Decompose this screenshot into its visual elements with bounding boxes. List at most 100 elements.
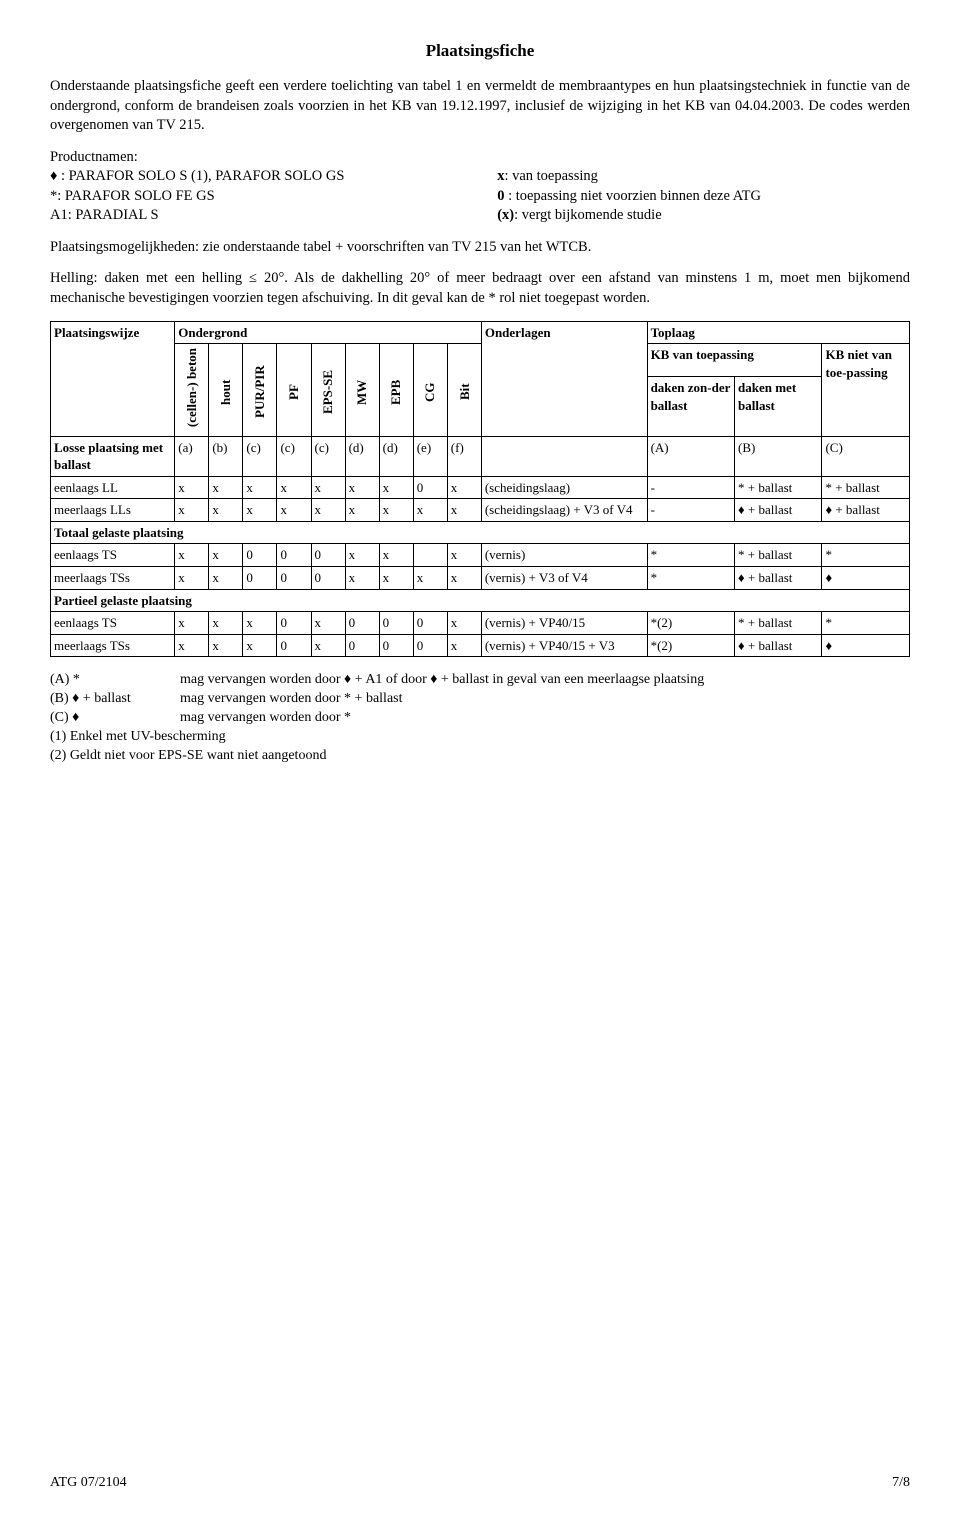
table-cell: x bbox=[175, 634, 209, 657]
footnote-label: (C) ♦ bbox=[50, 709, 180, 728]
table-cell: x bbox=[175, 499, 209, 522]
table-cell: * + ballast bbox=[735, 612, 822, 635]
table-cell: x bbox=[379, 567, 413, 590]
table-cell: 0 bbox=[379, 612, 413, 635]
table-cell: x bbox=[243, 499, 277, 522]
table-cell: x bbox=[277, 476, 311, 499]
table-cell: x bbox=[175, 567, 209, 590]
table-cell: 0 bbox=[345, 634, 379, 657]
table-header-cell: daken zon-der ballast bbox=[647, 377, 734, 436]
footnote-text: mag vervangen worden door * + ballast bbox=[180, 690, 403, 709]
table-cell: x bbox=[345, 499, 379, 522]
legend-0-text: : toepassing niet voorzien binnen deze A… bbox=[504, 188, 761, 204]
table-cell: 0 bbox=[311, 567, 345, 590]
table-cell: meerlaags TSs bbox=[51, 634, 175, 657]
footer-right: 7/8 bbox=[892, 1474, 910, 1493]
table-header-cell: Ondergrond bbox=[175, 321, 482, 344]
table-cell: 0 bbox=[277, 567, 311, 590]
table-cell: * bbox=[822, 544, 910, 567]
table-header-cell: PF bbox=[277, 344, 311, 437]
table-cell: ♦ + ballast bbox=[735, 499, 822, 522]
productnaam-left-1: *: PARAFOR SOLO FE GS bbox=[50, 187, 497, 207]
table-cell: (vernis) + VP40/15 + V3 bbox=[481, 634, 647, 657]
table-cell: 0 bbox=[413, 634, 447, 657]
table-cell: x bbox=[447, 544, 481, 567]
table-cell: 0 bbox=[243, 544, 277, 567]
table-cell: (a) bbox=[175, 436, 209, 476]
table-cell: 0 bbox=[345, 612, 379, 635]
table-cell: x bbox=[311, 476, 345, 499]
table-cell: ♦ + ballast bbox=[822, 499, 910, 522]
table-cell: * + ballast bbox=[822, 476, 910, 499]
table-header-cell: KB niet van toe-passing bbox=[822, 344, 910, 437]
table-cell: x bbox=[345, 476, 379, 499]
table-cell: 0 bbox=[243, 567, 277, 590]
table-cell: (c) bbox=[311, 436, 345, 476]
table-cell: x bbox=[447, 567, 481, 590]
table-cell: x bbox=[379, 544, 413, 567]
table-header-cell: Onderlagen bbox=[481, 321, 647, 436]
table-header-cell: (cellen-) beton bbox=[175, 344, 209, 437]
table-cell: (vernis) bbox=[481, 544, 647, 567]
table-cell: (scheidingslaag) + V3 of V4 bbox=[481, 499, 647, 522]
productnamen-block: Productnamen: ♦ : PARAFOR SOLO S (1), PA… bbox=[50, 148, 910, 226]
table-cell: meerlaags LLs bbox=[51, 499, 175, 522]
table-cell: ♦ bbox=[822, 634, 910, 657]
mogelijkheden-paragraph: Plaatsingsmogelijkheden: zie onderstaand… bbox=[50, 238, 910, 258]
table-cell: ♦ bbox=[822, 567, 910, 590]
table-cell: x bbox=[413, 499, 447, 522]
table-cell: *(2) bbox=[647, 612, 734, 635]
table-cell: (B) bbox=[735, 436, 822, 476]
table-cell: x bbox=[345, 544, 379, 567]
table-cell: x bbox=[209, 634, 243, 657]
table-cell: x bbox=[209, 567, 243, 590]
table-cell: (c) bbox=[243, 436, 277, 476]
table-cell: Losse plaatsing met ballast bbox=[51, 436, 175, 476]
table-cell: x bbox=[209, 476, 243, 499]
table-cell: (C) bbox=[822, 436, 910, 476]
footnote-line: (1) Enkel met UV-bescherming bbox=[50, 728, 910, 747]
table-header-cell: Toplaag bbox=[647, 321, 909, 344]
table-cell: (e) bbox=[413, 436, 447, 476]
table-cell: 0 bbox=[277, 544, 311, 567]
legend-parenx-text: : vergt bijkomende studie bbox=[514, 207, 662, 223]
table-cell: x bbox=[277, 499, 311, 522]
table-cell: 0 bbox=[379, 634, 413, 657]
table-cell: x bbox=[209, 544, 243, 567]
table-cell: * bbox=[822, 612, 910, 635]
section-heading: Totaal gelaste plaatsing bbox=[51, 521, 910, 544]
table-header-cell: hout bbox=[209, 344, 243, 437]
table-cell: x bbox=[243, 476, 277, 499]
footnote-line: (2) Geldt niet voor EPS-SE want niet aan… bbox=[50, 747, 910, 766]
table-cell: x bbox=[175, 612, 209, 635]
table-header-cell: daken met ballast bbox=[735, 377, 822, 436]
table-cell: 0 bbox=[413, 476, 447, 499]
table-cell: eenlaags LL bbox=[51, 476, 175, 499]
footnote-text: mag vervangen worden door * bbox=[180, 709, 351, 728]
table-cell: - bbox=[647, 499, 734, 522]
footnote-text: mag vervangen worden door ♦ + A1 of door… bbox=[180, 671, 704, 690]
table-cell: (vernis) + V3 of V4 bbox=[481, 567, 647, 590]
table-cell: (b) bbox=[209, 436, 243, 476]
table-cell: x bbox=[345, 567, 379, 590]
page-title: Plaatsingsfiche bbox=[50, 40, 910, 63]
table-cell: * bbox=[647, 544, 734, 567]
table-cell: eenlaags TS bbox=[51, 612, 175, 635]
table-cell: ♦ + ballast bbox=[735, 567, 822, 590]
table-cell: x bbox=[175, 544, 209, 567]
table-cell: x bbox=[447, 634, 481, 657]
table-cell: x bbox=[447, 476, 481, 499]
footnote-label: (B) ♦ + ballast bbox=[50, 690, 180, 709]
helling-paragraph: Helling: daken met een helling ≤ 20°. Al… bbox=[50, 269, 910, 308]
legend-x-text: : van toepassing bbox=[504, 168, 597, 184]
productnamen-heading: Productnamen: bbox=[50, 148, 910, 168]
table-cell: (d) bbox=[345, 436, 379, 476]
table-cell bbox=[413, 544, 447, 567]
table-cell: 0 bbox=[277, 634, 311, 657]
table-cell: (f) bbox=[447, 436, 481, 476]
table-header-cell: MW bbox=[345, 344, 379, 437]
table-header-cell: KB van toepassing bbox=[647, 344, 822, 377]
legend-parenx-label: (x) bbox=[497, 207, 514, 223]
table-cell: 0 bbox=[277, 612, 311, 635]
table-cell: x bbox=[413, 567, 447, 590]
